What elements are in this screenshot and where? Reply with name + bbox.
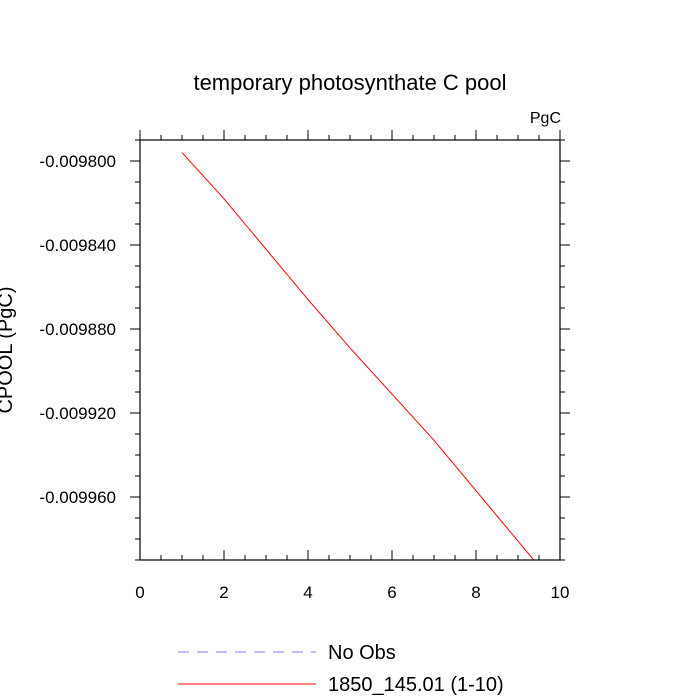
x-tick-label: 4 — [303, 583, 312, 602]
x-tick-label: 0 — [135, 583, 144, 602]
x-tick-label: 6 — [387, 583, 396, 602]
y-axis-label: CPOOL (PgC) — [0, 286, 17, 413]
plot-frame — [139, 139, 561, 561]
x-tick-label: 8 — [471, 583, 480, 602]
chart-title: temporary photosynthate C pool — [193, 70, 506, 95]
x-tick-label: 10 — [551, 583, 570, 602]
tick-labels: 0 2 4 6 8 10 -0.009800 -0.009840 -0.009880 -0.009… — [39, 152, 569, 602]
y-tick-label: -0.009920 — [39, 404, 116, 423]
legend: No Obs 1850_145.01 (1-10) — [178, 642, 504, 696]
legend-label: No Obs — [328, 642, 396, 664]
x-tick-label: 2 — [219, 583, 228, 602]
y-tick-label: -0.009800 — [39, 152, 116, 171]
legend-label: 1850_145.01 (1-10) — [328, 674, 504, 696]
tick-marks — [130, 130, 570, 561]
y-tick-label: -0.009880 — [39, 320, 116, 339]
y-tick-label: -0.009960 — [39, 488, 116, 507]
series-line — [181, 152, 535, 560]
units-label: PgC — [530, 110, 561, 127]
series-layer — [181, 152, 535, 560]
y-tick-label: -0.009840 — [39, 236, 116, 255]
